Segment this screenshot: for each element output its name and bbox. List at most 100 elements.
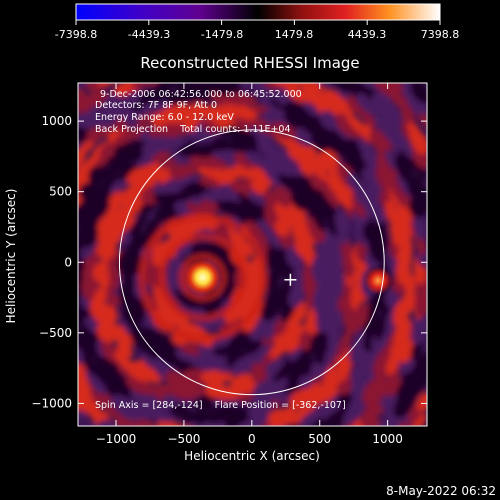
- map-blob: [80, 396, 100, 414]
- map-blob: [355, 242, 368, 263]
- map-blob: [311, 207, 326, 232]
- map-blob: [183, 181, 208, 198]
- map-blob: [83, 90, 104, 107]
- map-blob: [396, 338, 415, 363]
- map-blob: [412, 351, 427, 382]
- map-blob: [270, 83, 299, 90]
- x-tick-labels: −1000 −500 0 500 1000: [96, 432, 403, 446]
- map-blob: [355, 93, 379, 116]
- timestamp: 8-May-2022 06:32: [386, 484, 496, 498]
- map-blob: [302, 101, 326, 119]
- map-blob: [164, 370, 183, 386]
- colorbar-label-1: -4439.3: [128, 28, 170, 41]
- solar-limb: [118, 129, 385, 396]
- colorbar-label-4: 4439.3: [348, 28, 387, 41]
- map-blob: [228, 328, 252, 346]
- x-tick-label: 500: [308, 432, 331, 446]
- map-blob: [253, 345, 274, 364]
- info-line-time: 9-Dec-2006 06:42:56.000 to 06:45:52.000: [100, 89, 302, 100]
- map-blob: [268, 407, 297, 426]
- map-blob: [346, 83, 369, 93]
- map-blob: [78, 290, 86, 310]
- map-blob: [401, 109, 416, 127]
- map-blob: [346, 121, 369, 145]
- map-blob: [384, 200, 398, 226]
- map-blob: [162, 302, 190, 326]
- map-blob: [129, 214, 148, 236]
- map-blob: [296, 357, 315, 376]
- map-blob: [140, 227, 157, 249]
- map-blob: [238, 203, 262, 224]
- spin-axis-marker: [284, 273, 297, 286]
- map-blob: [127, 196, 146, 215]
- map-blob: [104, 304, 118, 323]
- map-blob: [78, 83, 90, 89]
- map-blob: [223, 299, 248, 324]
- map-blob: [144, 161, 163, 179]
- map-blob: [334, 211, 351, 234]
- map-blob: [274, 201, 297, 227]
- x-axis-label: Heliocentric X (arcsec): [184, 449, 320, 463]
- y-tick-labels: 1000 500 0 −500 −1000: [31, 114, 72, 410]
- y-axis-label: Heliocentric Y (arcsec): [4, 189, 18, 324]
- plot-frame: [77, 82, 428, 427]
- map-blob: [78, 352, 87, 382]
- map-blob: [199, 199, 219, 214]
- footer-positions: Spin Axis = [284,-124] Flare Position = …: [95, 400, 346, 411]
- flare-ring: [178, 253, 227, 302]
- map-blob: [88, 361, 110, 385]
- map-blob: [78, 88, 86, 110]
- map-texture: [78, 83, 427, 426]
- map-blob: [401, 291, 418, 312]
- flare-source-bright-spot: [184, 259, 221, 296]
- map-blob: [78, 199, 84, 226]
- map-blob: [78, 125, 89, 144]
- map-blob: [361, 167, 377, 185]
- colorbar-ticks: [75, 20, 441, 25]
- map-blob: [145, 99, 174, 113]
- map-blob: [318, 375, 343, 403]
- map-blob: [217, 140, 249, 152]
- x-tick-label: −500: [167, 432, 200, 446]
- map-blob: [78, 323, 85, 350]
- map-blob: [81, 341, 99, 360]
- map-blob: [208, 372, 234, 384]
- map-blob: [272, 186, 294, 208]
- map-blob: [306, 90, 333, 111]
- map-blob: [416, 392, 427, 412]
- map-blob: [327, 330, 340, 350]
- map-blob: [231, 355, 259, 374]
- colorbar-label-0: -7398.8: [55, 28, 97, 41]
- map-blob: [406, 175, 425, 200]
- map-blob: [112, 129, 138, 147]
- map-blob: [312, 162, 331, 184]
- x-tick-label: −1000: [96, 432, 137, 446]
- map-blob: [199, 157, 227, 170]
- colorbar: -7398.8 -4439.3 -1479.8 1479.8 4439.3 73…: [55, 3, 460, 41]
- map-blob: [168, 164, 200, 178]
- map-blob: [241, 239, 254, 258]
- map-blob: [287, 160, 304, 176]
- map-blob: [237, 130, 257, 141]
- map-blob: [334, 172, 354, 200]
- map-blob: [99, 109, 124, 128]
- map-blob: [146, 292, 162, 316]
- map-blob: [322, 200, 339, 228]
- map-blob: [413, 159, 427, 181]
- map-blob: [394, 154, 414, 184]
- map-blob: [396, 133, 415, 160]
- plot-title: Reconstructed RHESSI Image: [140, 54, 359, 72]
- map-blob: [161, 179, 181, 194]
- map-blob: [250, 167, 276, 186]
- info-line-method: Back Projection Total counts: 1.11E+04: [95, 124, 291, 135]
- map-blob: [262, 221, 282, 250]
- map-blob: [290, 404, 315, 425]
- colorbar-label-2: -1479.8: [201, 28, 243, 41]
- map-blob: [381, 99, 402, 123]
- map-blob: [395, 316, 412, 341]
- map-blob: [375, 86, 393, 104]
- colorbar-label-5: 7398.8: [421, 28, 460, 41]
- map-blob: [359, 109, 376, 127]
- info-line-energy: Energy Range: 6.0 - 12.0 keV: [95, 112, 234, 123]
- map-sources: [184, 259, 393, 296]
